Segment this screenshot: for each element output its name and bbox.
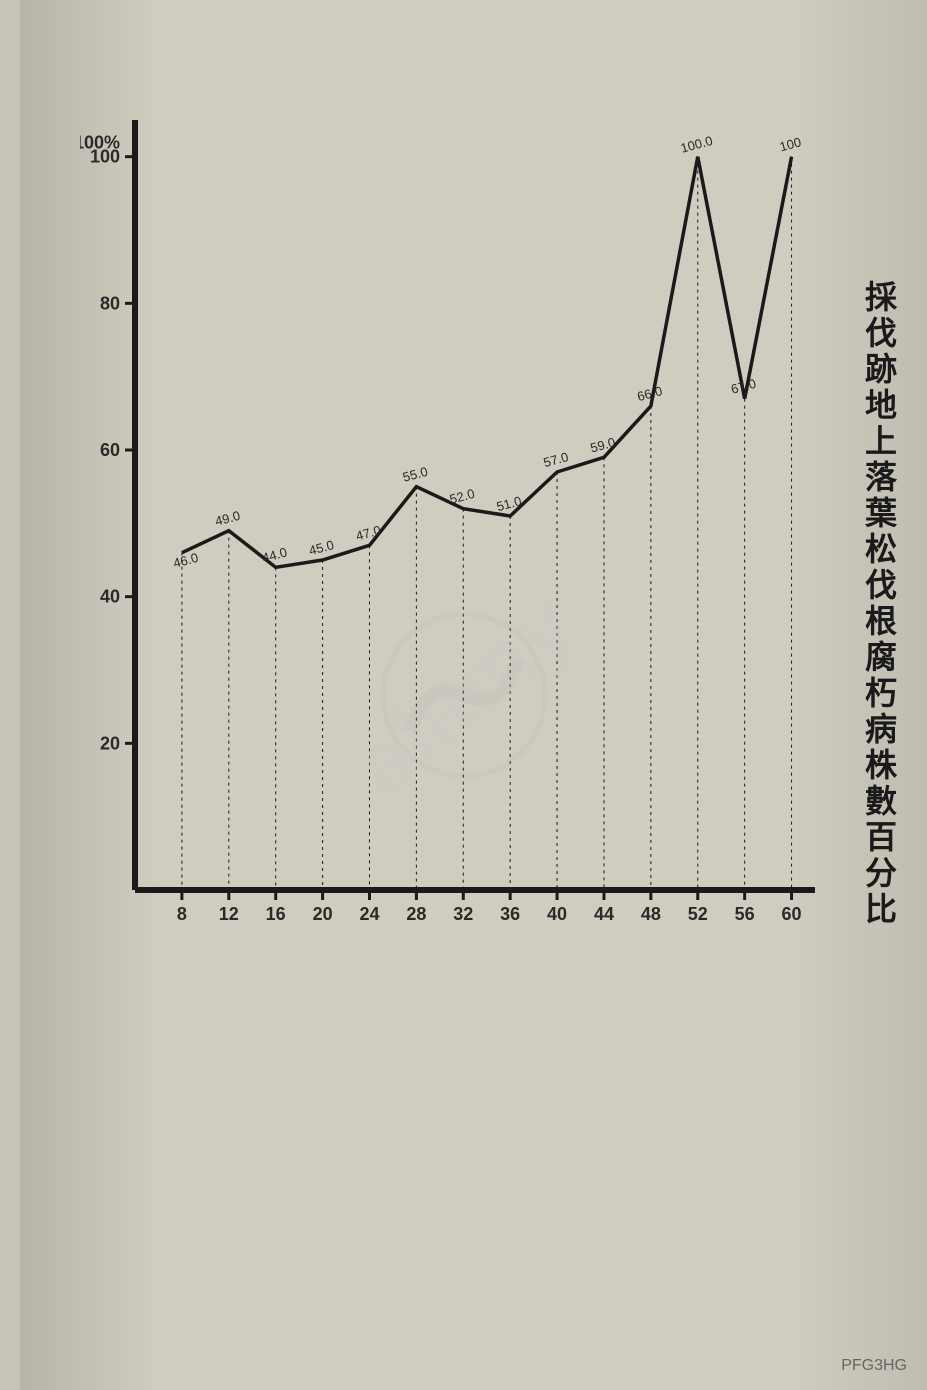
- svg-text:40: 40: [100, 587, 120, 607]
- chart-title: 採伐跡地上落葉松伐根腐朽病株數百分比: [856, 280, 902, 928]
- svg-text:46.0: 46.0: [172, 550, 200, 571]
- svg-text:44.0: 44.0: [260, 544, 288, 565]
- svg-text:51.0: 51.0: [495, 493, 523, 514]
- svg-text:28: 28: [406, 904, 426, 924]
- svg-text:8: 8: [177, 904, 187, 924]
- svg-text:12: 12: [219, 904, 239, 924]
- svg-text:56: 56: [735, 904, 755, 924]
- svg-text:52.0: 52.0: [448, 486, 476, 507]
- svg-text:48: 48: [641, 904, 661, 924]
- svg-text:49.0: 49.0: [213, 508, 241, 529]
- svg-text:100%: 100%: [80, 133, 120, 153]
- svg-text:20: 20: [313, 904, 333, 924]
- svg-text:45.0: 45.0: [307, 537, 335, 558]
- svg-text:44: 44: [594, 904, 614, 924]
- svg-text:67.0: 67.0: [729, 376, 757, 397]
- svg-text:40: 40: [547, 904, 567, 924]
- svg-text:20: 20: [100, 733, 120, 753]
- svg-text:66.0: 66.0: [636, 383, 664, 404]
- svg-text:36: 36: [500, 904, 520, 924]
- svg-text:57.0: 57.0: [542, 449, 570, 470]
- svg-text:55.0: 55.0: [401, 464, 429, 485]
- svg-text:16: 16: [266, 904, 286, 924]
- svg-text:32: 32: [453, 904, 473, 924]
- svg-text:47.0: 47.0: [354, 522, 382, 543]
- chart-container: 20 40 60 80 100 100% 8 12 16 20 24 28 32 36 40 44 48 52 5…: [80, 100, 830, 950]
- svg-text:100.0: 100.0: [679, 133, 714, 156]
- stock-id: PFG3HG: [841, 1357, 907, 1375]
- svg-text:100: 100: [778, 134, 803, 154]
- svg-text:52: 52: [688, 904, 708, 924]
- svg-text:24: 24: [359, 904, 379, 924]
- svg-text:59.0: 59.0: [589, 434, 617, 455]
- svg-text:80: 80: [100, 293, 120, 313]
- svg-text:60: 60: [100, 440, 120, 460]
- svg-text:60: 60: [782, 904, 802, 924]
- line-chart: 20 40 60 80 100 100% 8 12 16 20 24 28 32 36 40 44 48 52 5…: [80, 100, 830, 950]
